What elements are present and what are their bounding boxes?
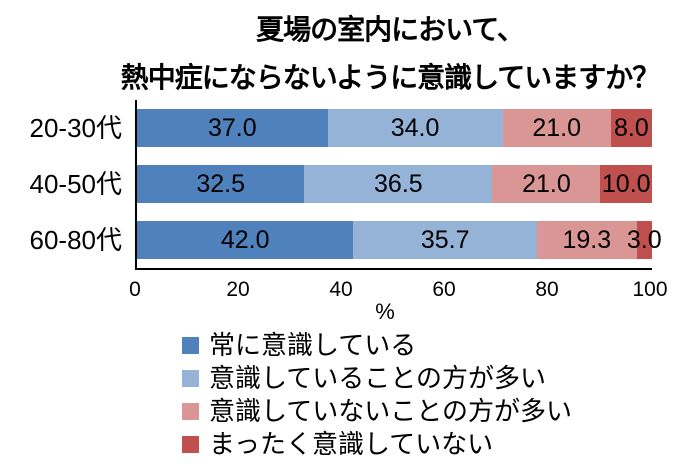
bar-segment: 32.5 [137, 165, 305, 203]
bar-row: 32.5 36.5 21.0 10.0 [137, 165, 652, 203]
bar-segment: 19.3 [537, 221, 637, 259]
plot-area: 37.0 34.0 21.0 8.0 32.5 36.5 21.0 10.0 42.0 35.7 1… [135, 100, 662, 270]
legend-swatch [182, 403, 199, 420]
bar-segment: 10.0 [600, 165, 652, 203]
bar-row: 37.0 34.0 21.0 8.0 [137, 109, 652, 147]
bar-value-label: 8.0 [613, 114, 649, 142]
bar-value-label: 37.0 [207, 114, 257, 142]
chart-title-line-2: 熱中症にならないように意識していますか？ [120, 62, 661, 93]
bar-value-label: 3.0 [626, 226, 662, 254]
legend-swatch [182, 337, 199, 354]
x-tick-label: 20 [226, 278, 250, 301]
bar-segment: 42.0 [137, 221, 354, 259]
bar-value-label: 42.0 [220, 226, 270, 254]
legend-item: 意識していることの方が多い [182, 362, 572, 395]
x-axis-label: % [375, 299, 395, 324]
bar-segment: 35.7 [353, 221, 538, 259]
bar-value-label: 10.0 [601, 170, 651, 198]
bar-value-label: 35.7 [420, 226, 470, 254]
bar-value-label: 19.3 [562, 226, 612, 254]
bar-value-label: 36.5 [374, 170, 423, 198]
bar-value-label: 21.0 [532, 114, 582, 142]
bar-segment: 36.5 [304, 165, 493, 203]
bar-value-label: 21.0 [522, 170, 571, 198]
legend-item: 常に意識している [182, 329, 572, 362]
bar-segment: 21.0 [492, 165, 601, 203]
x-tick-label: 0 [129, 278, 141, 301]
x-tick-label: 40 [329, 278, 353, 301]
bar-segment: 21.0 [502, 109, 611, 147]
legend: 常に意識している 意識していることの方が多い 意識していないことの方が多い まったく意… [182, 329, 572, 461]
x-tick-label: 80 [535, 278, 559, 301]
bar-value-label: 34.0 [390, 114, 440, 142]
legend-item: まったく意識していない [182, 428, 572, 461]
legend-label: まったく意識していない [209, 429, 494, 459]
category-label: 20-30代 [29, 113, 123, 143]
bar-segment: 34.0 [327, 109, 503, 147]
legend-label: 常に意識している [209, 330, 417, 360]
category-label: 40-50代 [29, 169, 123, 199]
legend-label: 意識していないことの方が多い [209, 396, 572, 426]
bar-value-label: 32.5 [196, 170, 246, 198]
bar-segment: 8.0 [610, 109, 652, 147]
chart-title: 夏場の室内において、 熱中症にならないように意識していますか？ [80, 6, 700, 102]
legend-swatch [182, 436, 199, 453]
x-axis-ticks: 0 20 40 60 80 100 [129, 278, 667, 302]
legend-swatch [182, 370, 199, 387]
x-tick-label: 100 [632, 278, 668, 301]
x-tick-label: 60 [432, 278, 456, 301]
legend-item: 意識していないことの方が多い [182, 395, 572, 428]
bar-segment: 37.0 [137, 109, 328, 147]
bar-segment: 3.0 [627, 221, 662, 259]
legend-label: 意識していることの方が多い [209, 363, 546, 393]
chart-title-line-1: 夏場の室内において、 [256, 14, 525, 45]
category-label: 60-80代 [29, 225, 123, 255]
bar-row: 42.0 35.7 19.3 3.0 [137, 221, 662, 259]
